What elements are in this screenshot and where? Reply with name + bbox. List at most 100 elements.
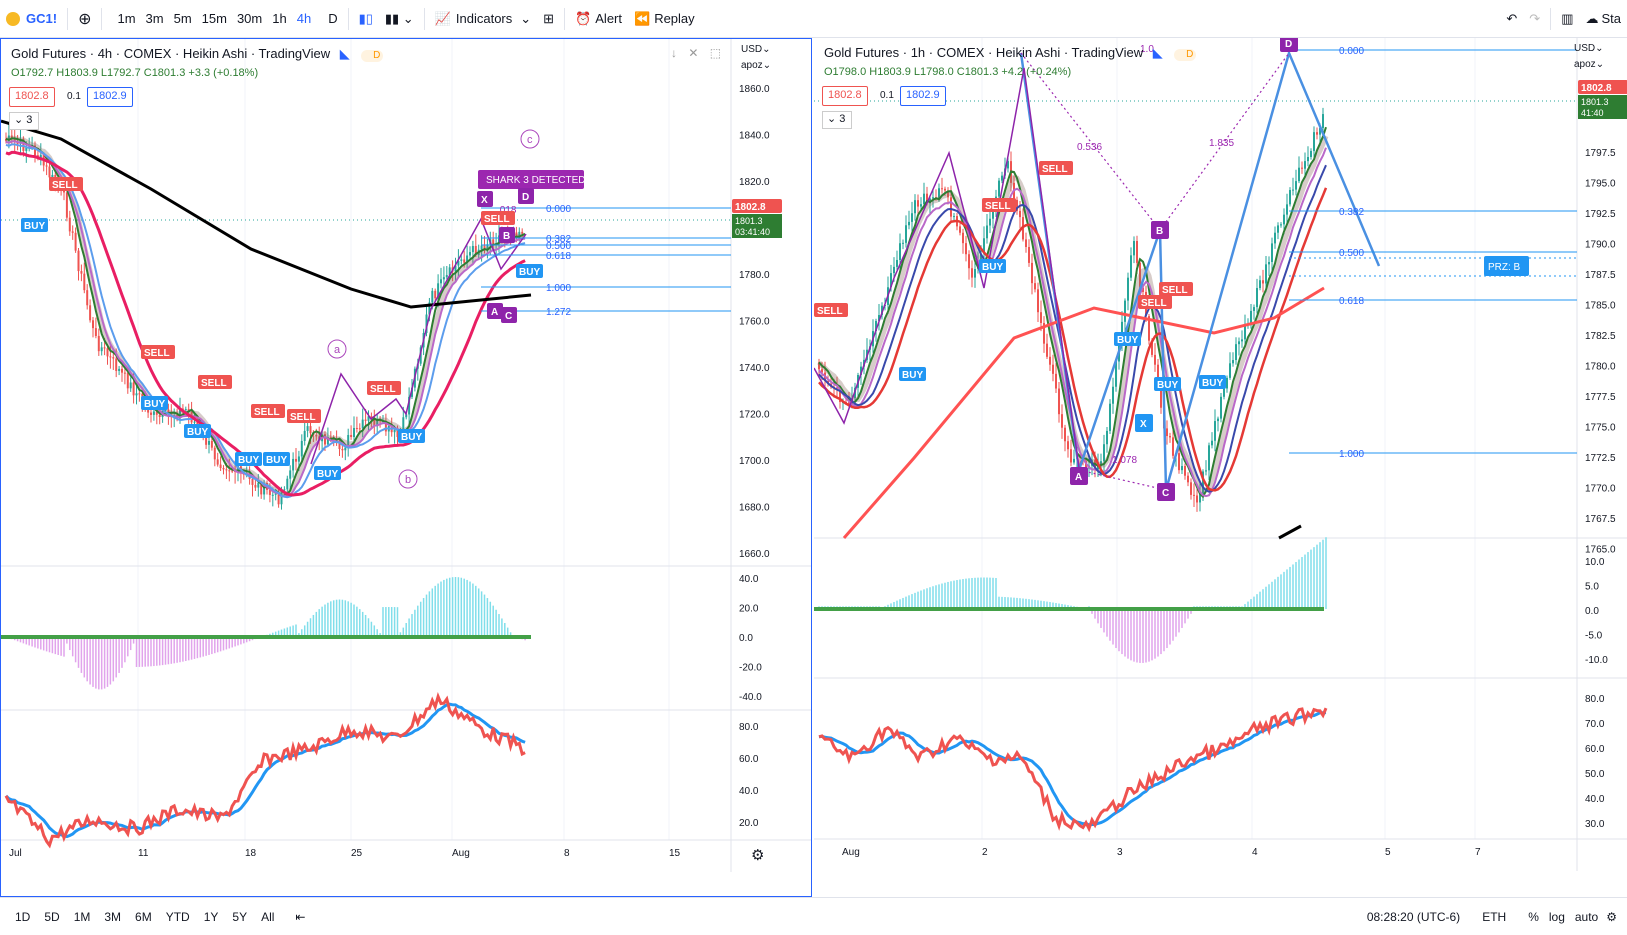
interval-5m[interactable]: 5m <box>173 11 192 26</box>
range-1m[interactable]: 1M <box>73 909 91 924</box>
range-5y[interactable]: 5Y <box>232 909 248 924</box>
pattern-point: D <box>522 192 529 203</box>
alert-button[interactable]: ⏰ Alert <box>569 0 628 38</box>
candle <box>138 393 141 395</box>
candle <box>97 335 100 352</box>
pattern-point: B <box>1156 226 1163 237</box>
maximize-icon[interactable]: ⬚ <box>709 46 722 60</box>
ratio-label: .018 <box>497 205 517 216</box>
spread-text: 0.1 <box>880 90 894 101</box>
rsi-signal-line <box>4 702 526 839</box>
compare-button[interactable]: ⊕ <box>72 0 97 38</box>
candle <box>411 387 413 397</box>
clock-time[interactable]: 08:28:20 (UTC-6) <box>1366 909 1461 924</box>
sell-price-box[interactable]: 1802.8 <box>822 86 868 106</box>
ratio-label: 1.0 <box>1140 44 1154 55</box>
buy-price-box[interactable]: 1802.9 <box>87 87 133 107</box>
indicators-button[interactable]: 📈 Indicators ⌄ <box>429 0 537 38</box>
interval-30m[interactable]: 30m <box>236 11 263 26</box>
percent-toggle[interactable]: % <box>1528 909 1539 924</box>
replay-button[interactable]: ⏪ Replay <box>628 0 701 38</box>
chart-type-d[interactable]: D <box>322 0 343 38</box>
collapse-indicators[interactable]: ⌄ 3 <box>9 112 39 130</box>
buy-signal: BUY <box>1157 380 1178 391</box>
templates-button[interactable]: ⊞ <box>537 0 560 38</box>
candle <box>989 218 991 226</box>
chart-pane-right[interactable]: 1797.5 1795.0 1792.5 1790.0 1787.5 1785.0 1782… <box>814 38 1627 897</box>
candle <box>938 188 940 199</box>
candle <box>437 283 440 299</box>
candle <box>277 491 280 505</box>
candle <box>228 470 231 472</box>
pattern-point-bg <box>487 303 503 319</box>
candle <box>483 245 486 250</box>
symbol-search[interactable]: GC1! <box>0 0 63 38</box>
collapse-indicators[interactable]: ⌄ 3 <box>822 111 852 129</box>
currency-label[interactable]: USD⌄ <box>1574 43 1604 54</box>
buy-signal-bg <box>314 466 341 480</box>
settings-icon[interactable]: ⚙ <box>1606 909 1617 924</box>
candle <box>1037 289 1039 313</box>
pattern-point-bg <box>1135 414 1153 432</box>
candle <box>193 421 196 423</box>
candle <box>980 253 982 264</box>
interval-15m[interactable]: 15m <box>201 11 227 26</box>
rsi-tick: 70.0 <box>1585 719 1605 730</box>
publish-label: Sta <box>1601 11 1621 26</box>
log-toggle[interactable]: log <box>1548 909 1565 924</box>
bars-style-button[interactable]: ▮▯ <box>353 0 379 38</box>
candle <box>358 428 361 430</box>
undo-button[interactable]: ↶ <box>1500 0 1523 38</box>
close-icon[interactable]: ✕ <box>688 46 699 60</box>
auto-toggle[interactable]: auto <box>1574 909 1599 924</box>
redo-button[interactable]: ↷ <box>1523 0 1546 38</box>
pattern-point-bg <box>1157 483 1175 501</box>
range-1y[interactable]: 1Y <box>203 909 219 924</box>
candle <box>932 197 934 199</box>
arrow-down-icon[interactable]: ↓ <box>671 46 677 60</box>
price-tick: 1767.5 <box>1585 514 1616 525</box>
candle <box>118 368 121 371</box>
range-5d[interactable]: 5D <box>44 909 60 924</box>
candle <box>231 470 234 472</box>
osc-tick: -20.0 <box>739 663 762 674</box>
sell-price-box[interactable]: 1802.8 <box>9 87 55 107</box>
candle <box>1055 373 1057 389</box>
interval-1m[interactable]: 1m <box>117 11 136 26</box>
sell-signal: SELL <box>290 412 316 423</box>
range-all[interactable]: All <box>261 909 275 924</box>
interval-3m[interactable]: 3m <box>145 11 164 26</box>
candle <box>1271 243 1273 262</box>
candle <box>926 193 928 204</box>
goto-date-icon[interactable]: ⇤ <box>295 909 306 924</box>
left-chart-canvas[interactable]: 1860.01840.01820.01800.01780.01760.01740… <box>1 39 812 897</box>
time-tick: Jul <box>9 848 22 859</box>
buy-price-box[interactable]: 1802.9 <box>900 86 946 106</box>
price-tick: 1740.0 <box>739 363 770 374</box>
candle <box>1208 445 1210 471</box>
settings-gear[interactable]: ⚙ <box>751 846 764 864</box>
publish-button[interactable]: ☁ Sta <box>1579 0 1627 38</box>
replay-label: Replay <box>654 11 695 26</box>
candles-style-button[interactable]: ▮▮ ⌄ <box>379 0 420 38</box>
currency-label[interactable]: USD⌄ <box>741 44 771 55</box>
candle <box>986 225 988 239</box>
last-price-tag: 1802.8 <box>1581 83 1612 94</box>
interval-4h[interactable]: 4h <box>296 11 312 26</box>
candle <box>77 250 80 272</box>
chart-pane-left[interactable]: 1860.01840.01820.01800.01780.01760.01740… <box>0 38 812 897</box>
range-6m[interactable]: 6M <box>135 909 152 924</box>
interval-1h[interactable]: 1h <box>272 11 287 26</box>
price-tick: 1785.0 <box>1585 301 1616 312</box>
candle <box>408 396 411 415</box>
range-1d[interactable]: 1D <box>15 909 31 924</box>
pane-controls[interactable]: ↓ ✕ ⬚ <box>671 46 721 60</box>
candle <box>1262 280 1264 284</box>
range-3m[interactable]: 3M <box>104 909 122 924</box>
scale-mode[interactable]: apoz⌄ <box>1574 59 1605 70</box>
session-toggle[interactable]: ETH <box>1482 909 1507 924</box>
range-ytd[interactable]: YTD <box>165 909 190 924</box>
right-chart-canvas[interactable]: 1797.5 1795.0 1792.5 1790.0 1787.5 1785.0 1782… <box>814 38 1627 897</box>
scale-mode[interactable]: apoz⌄ <box>741 60 772 71</box>
layout-button[interactable]: ▥ <box>1555 0 1579 38</box>
